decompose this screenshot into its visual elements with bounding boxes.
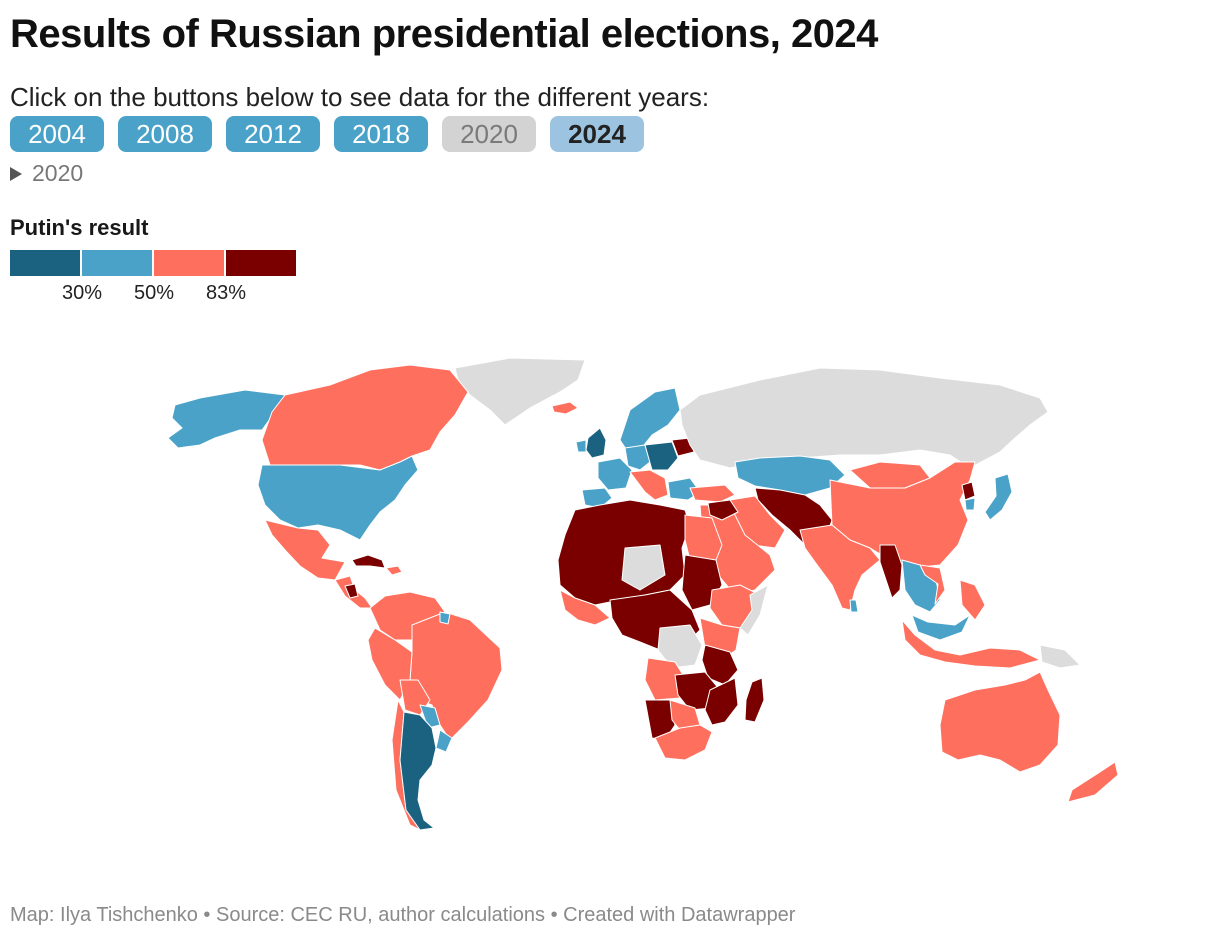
year-button-2024[interactable]: 2024: [550, 116, 644, 152]
region-vietnam[interactable]: [919, 564, 946, 605]
legend-break-30: 30%: [61, 282, 103, 304]
region-india[interactable]: [799, 524, 881, 611]
chart-title: Results of Russian presidential election…: [10, 12, 878, 56]
region-congo-basin[interactable]: [657, 624, 703, 669]
region-madagascar[interactable]: [744, 677, 765, 723]
region-south-korea[interactable]: [964, 497, 976, 511]
footer-credits: Map: Ilya Tishchenko • Source: CEC RU, a…: [10, 904, 796, 926]
legend-color-scale: [10, 250, 296, 276]
region-nicaragua[interactable]: [344, 583, 359, 599]
year-button-2020[interactable]: 2020: [442, 116, 536, 152]
region-mozambique[interactable]: [704, 677, 739, 726]
region-japan[interactable]: [984, 473, 1013, 521]
triangle-right-icon: [10, 166, 22, 181]
year-button-2004[interactable]: 2004: [10, 116, 104, 152]
region-germany[interactable]: [624, 444, 651, 471]
region-niger-chad[interactable]: [621, 544, 666, 591]
region-myanmar[interactable]: [879, 544, 903, 599]
year-button-group: 2004 2008 2012 2018 2020 2024: [10, 116, 644, 152]
region-greenland[interactable]: [454, 357, 586, 426]
region-sri-lanka[interactable]: [849, 599, 859, 613]
region-new-zealand[interactable]: [1067, 761, 1119, 803]
region-caribbean[interactable]: [385, 565, 403, 576]
world-choropleth-map: [167, 357, 1119, 831]
legend-swatch-4: [226, 250, 296, 276]
legend-swatch-2: [82, 250, 152, 276]
legend-swatch-1: [10, 250, 80, 276]
region-italy-balkans[interactable]: [629, 469, 669, 501]
region-turkey[interactable]: [689, 484, 736, 503]
region-iberia[interactable]: [581, 487, 613, 509]
region-papua[interactable]: [1039, 644, 1081, 669]
region-philippines[interactable]: [959, 579, 986, 621]
region-mexico[interactable]: [264, 519, 346, 581]
region-uk[interactable]: [585, 427, 607, 459]
year-button-2012[interactable]: 2012: [226, 116, 320, 152]
region-south-africa[interactable]: [654, 724, 713, 761]
region-poland-czech[interactable]: [644, 441, 679, 471]
region-west-africa[interactable]: [559, 589, 611, 626]
year-button-2008[interactable]: 2008: [118, 116, 212, 152]
region-cuba[interactable]: [351, 554, 386, 569]
region-guyana[interactable]: [439, 611, 451, 625]
region-france[interactable]: [597, 457, 633, 491]
region-north-africa[interactable]: [557, 499, 691, 606]
region-malaysia[interactable]: [911, 614, 971, 641]
region-usa[interactable]: [257, 455, 419, 541]
region-north-korea[interactable]: [961, 481, 976, 501]
region-alaska[interactable]: [167, 389, 286, 449]
region-syria-iraq[interactable]: [707, 499, 739, 521]
region-australia[interactable]: [939, 671, 1061, 773]
year-button-2018[interactable]: 2018: [334, 116, 428, 152]
legend-break-83: 83%: [205, 282, 247, 304]
region-kazakhstan[interactable]: [734, 455, 846, 496]
region-argentina[interactable]: [399, 711, 437, 831]
region-indonesia[interactable]: [901, 619, 1041, 669]
expand-toggle-label: 2020: [32, 160, 84, 186]
legend-title: Putin's result: [10, 215, 149, 240]
region-russia[interactable]: [679, 367, 1049, 469]
region-canada[interactable]: [261, 364, 469, 471]
region-somalia[interactable]: [739, 584, 769, 636]
region-ireland[interactable]: [575, 439, 587, 453]
legend-break-50: 50%: [133, 282, 175, 304]
region-iceland[interactable]: [551, 401, 579, 415]
legend-swatch-3: [154, 250, 224, 276]
expand-toggle[interactable]: 2020: [10, 160, 83, 187]
chart-subtitle: Click on the buttons below to see data f…: [10, 82, 710, 112]
region-uruguay[interactable]: [435, 729, 453, 753]
